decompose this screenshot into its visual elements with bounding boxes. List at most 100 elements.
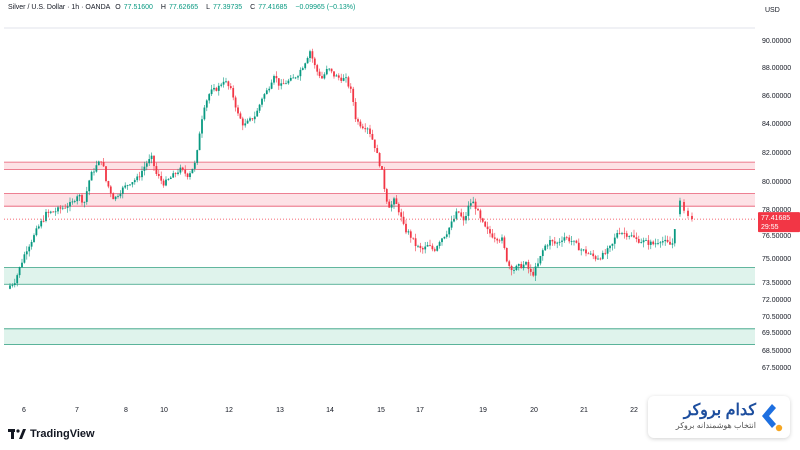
candle[interactable] xyxy=(508,261,511,266)
candle[interactable] xyxy=(580,249,583,251)
candle[interactable] xyxy=(40,220,43,227)
candle[interactable] xyxy=(556,242,559,244)
candle[interactable] xyxy=(604,252,607,254)
candle[interactable] xyxy=(640,242,643,244)
candle[interactable] xyxy=(691,215,693,220)
candle[interactable] xyxy=(49,211,52,213)
candle[interactable] xyxy=(285,83,287,85)
candle[interactable] xyxy=(501,237,503,241)
candle[interactable] xyxy=(114,196,117,200)
candle[interactable] xyxy=(28,246,31,252)
candle[interactable] xyxy=(169,177,172,180)
candle[interactable] xyxy=(141,170,143,178)
candle[interactable] xyxy=(253,116,256,120)
zone-support-2[interactable] xyxy=(4,267,755,285)
candle[interactable] xyxy=(477,208,479,211)
candle[interactable] xyxy=(570,241,573,242)
candle[interactable] xyxy=(381,166,383,170)
candle[interactable] xyxy=(460,212,463,217)
candle[interactable] xyxy=(263,94,266,99)
candle[interactable] xyxy=(553,241,556,244)
candle[interactable] xyxy=(78,195,81,197)
candle[interactable] xyxy=(105,166,107,182)
candle[interactable] xyxy=(71,201,74,203)
candle[interactable] xyxy=(611,243,614,246)
zone-resistance-1[interactable] xyxy=(4,193,755,207)
candle[interactable] xyxy=(453,218,455,222)
candle[interactable] xyxy=(687,210,689,216)
candle[interactable] xyxy=(321,76,323,79)
candle[interactable] xyxy=(273,76,275,83)
candle[interactable] xyxy=(9,285,11,289)
candle[interactable] xyxy=(417,245,419,247)
candle[interactable] xyxy=(42,220,45,222)
candle[interactable] xyxy=(628,236,631,237)
candle[interactable] xyxy=(441,238,443,243)
candle[interactable] xyxy=(462,216,465,221)
candle[interactable] xyxy=(385,189,388,202)
candle[interactable] xyxy=(208,94,211,101)
candle[interactable] xyxy=(383,169,386,190)
candle[interactable] xyxy=(268,88,271,91)
candle[interactable] xyxy=(304,63,307,69)
candle[interactable] xyxy=(299,69,302,77)
candle[interactable] xyxy=(642,240,645,243)
candle[interactable] xyxy=(59,207,62,209)
candle[interactable] xyxy=(436,245,439,251)
candle[interactable] xyxy=(301,68,304,70)
candle[interactable] xyxy=(503,237,506,248)
candle[interactable] xyxy=(97,161,100,166)
candle[interactable] xyxy=(129,184,131,186)
candle[interactable] xyxy=(354,102,357,120)
candle[interactable] xyxy=(109,186,112,194)
candle[interactable] xyxy=(549,240,551,246)
candle[interactable] xyxy=(551,240,554,242)
candle[interactable] xyxy=(457,211,460,213)
candle[interactable] xyxy=(599,258,602,260)
candle[interactable] xyxy=(448,227,451,235)
candle[interactable] xyxy=(292,77,295,79)
candle[interactable] xyxy=(337,75,340,78)
candle[interactable] xyxy=(167,179,170,180)
candle[interactable] xyxy=(616,233,619,238)
candle[interactable] xyxy=(162,180,165,186)
candle[interactable] xyxy=(153,155,155,167)
candle[interactable] xyxy=(328,68,331,70)
candle[interactable] xyxy=(21,262,23,268)
kadambroker-badge[interactable]: کدام بروکر انتخاب هوشمندانه بروکر xyxy=(648,396,790,438)
candle[interactable] xyxy=(486,226,489,230)
candle[interactable] xyxy=(205,100,208,108)
candle[interactable] xyxy=(529,268,532,272)
candle[interactable] xyxy=(613,237,616,244)
candle[interactable] xyxy=(33,235,35,242)
candle[interactable] xyxy=(258,104,261,111)
candle[interactable] xyxy=(669,241,671,245)
candle[interactable] xyxy=(347,77,350,87)
candle[interactable] xyxy=(265,90,268,95)
candle[interactable] xyxy=(81,195,83,203)
candle[interactable] xyxy=(222,81,225,85)
candle[interactable] xyxy=(155,166,158,174)
candle[interactable] xyxy=(88,180,91,192)
candle[interactable] xyxy=(657,243,659,244)
candle[interactable] xyxy=(402,216,405,224)
candle[interactable] xyxy=(498,240,501,242)
candle[interactable] xyxy=(179,167,182,173)
candle[interactable] xyxy=(25,251,28,255)
candle[interactable] xyxy=(73,201,76,202)
candle[interactable] xyxy=(234,97,237,108)
candle[interactable] xyxy=(133,180,136,183)
candle[interactable] xyxy=(30,241,33,247)
candle[interactable] xyxy=(517,263,520,266)
candle[interactable] xyxy=(510,265,513,271)
candle[interactable] xyxy=(565,237,568,239)
candle[interactable] xyxy=(181,167,184,170)
zone-support-3[interactable] xyxy=(4,328,755,345)
candle[interactable] xyxy=(277,78,280,86)
candle[interactable] xyxy=(484,221,487,227)
candle[interactable] xyxy=(352,88,355,103)
candle[interactable] xyxy=(539,256,542,264)
candle[interactable] xyxy=(126,185,129,186)
candle[interactable] xyxy=(573,240,575,242)
candle[interactable] xyxy=(409,231,412,238)
